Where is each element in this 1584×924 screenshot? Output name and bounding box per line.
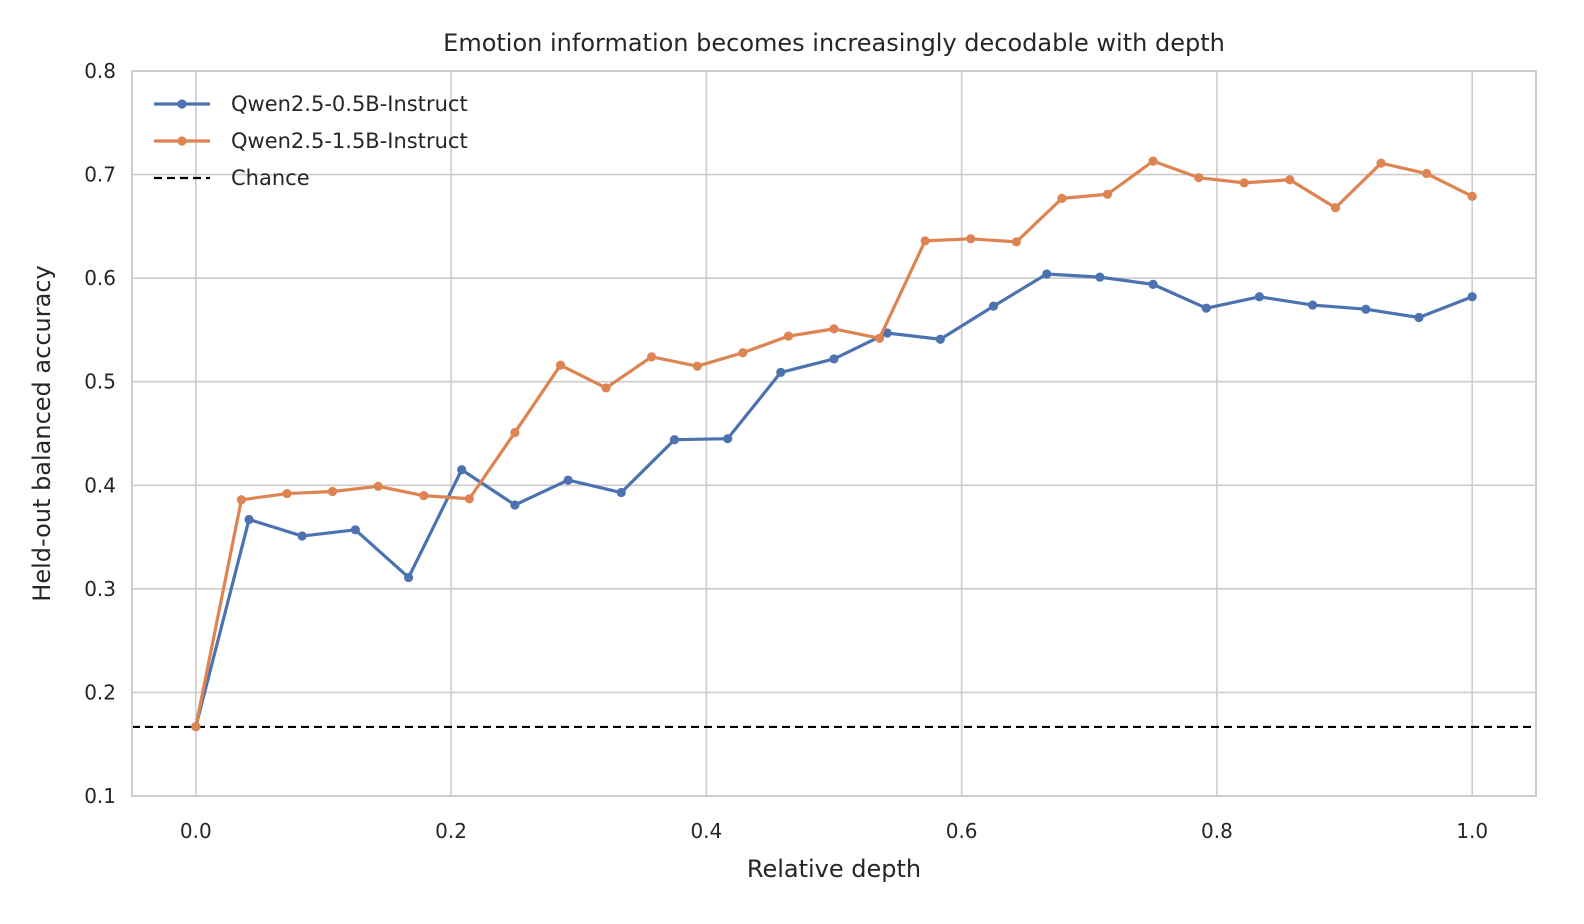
y-tick-label: 0.4	[84, 473, 116, 497]
data-point	[1422, 168, 1432, 179]
data-point	[1361, 304, 1371, 314]
data-point	[988, 301, 999, 311]
data-point	[403, 572, 414, 583]
data-point	[563, 475, 573, 485]
data-point	[1308, 300, 1318, 310]
data-point	[783, 331, 794, 341]
data-point	[723, 434, 733, 444]
data-point	[616, 487, 626, 498]
data-point	[1201, 303, 1211, 313]
data-point	[373, 481, 383, 491]
data-point	[669, 435, 680, 445]
data-point	[829, 354, 839, 364]
data-point	[1194, 173, 1204, 183]
data-point	[935, 334, 945, 344]
data-point	[191, 722, 201, 732]
data-point	[555, 360, 566, 370]
data-point	[1467, 191, 1477, 201]
y-tick-label: 0.1	[84, 784, 116, 808]
data-point	[282, 488, 292, 499]
x-tick-label: 0.6	[946, 819, 978, 843]
y-tick-label: 0.6	[84, 266, 116, 290]
data-point	[457, 465, 467, 475]
legend-item: Qwen2.5-1.5B-Instruct	[154, 129, 468, 153]
legend-item: Qwen2.5-0.5B-Instruct	[154, 92, 468, 116]
data-point	[1057, 193, 1067, 203]
x-tick-label: 0.0	[180, 819, 212, 843]
data-point	[510, 427, 520, 438]
data-point	[1376, 158, 1386, 168]
x-tick-label: 0.2	[435, 819, 467, 843]
legend: Qwen2.5-0.5B-Instruct Qwen2.5-1.5B-Instru…	[154, 92, 468, 190]
data-point	[1102, 189, 1113, 199]
data-point	[1148, 279, 1158, 289]
data-point	[601, 383, 611, 393]
series-lines	[191, 156, 1477, 732]
data-point	[327, 486, 338, 497]
data-point	[966, 234, 976, 244]
y-tick-label: 0.7	[84, 163, 116, 187]
data-point	[1148, 156, 1158, 166]
data-point	[692, 361, 702, 371]
data-point	[882, 328, 892, 338]
x-tick-label: 0.8	[1201, 819, 1233, 843]
data-point	[1330, 203, 1341, 213]
y-tick-label: 0.3	[84, 577, 116, 601]
data-point	[350, 525, 360, 535]
data-point	[920, 236, 930, 246]
data-point	[244, 514, 254, 525]
data-point	[464, 494, 474, 504]
data-point	[776, 367, 786, 377]
data-point	[1254, 292, 1265, 302]
data-point	[1239, 178, 1249, 188]
legend-label: Qwen2.5-1.5B-Instruct	[231, 129, 468, 153]
data-point	[1095, 272, 1105, 282]
data-point	[510, 500, 520, 510]
data-point	[1011, 237, 1021, 247]
data-point	[829, 324, 839, 334]
x-tick-label: 0.4	[690, 819, 722, 843]
data-point	[419, 491, 429, 501]
y-tick-label: 0.2	[84, 680, 116, 704]
data-point	[1285, 175, 1295, 185]
x-axis-ticks: 0.0 0.2 0.4 0.6 0.8 1.0	[180, 819, 1488, 843]
series-1	[191, 269, 1477, 732]
y-tick-label: 0.5	[84, 370, 116, 394]
data-point	[874, 333, 885, 343]
data-point	[738, 348, 748, 358]
plot-frame	[131, 70, 1537, 797]
legend-marker	[177, 99, 187, 109]
data-point	[1042, 269, 1052, 279]
legend-item: Chance	[154, 166, 310, 190]
data-point	[297, 531, 307, 541]
series-2	[191, 156, 1477, 732]
legend-label: Chance	[231, 166, 310, 190]
legend-label: Qwen2.5-0.5B-Instruct	[231, 92, 468, 116]
x-tick-label: 1.0	[1456, 819, 1488, 843]
legend-marker	[177, 136, 187, 146]
y-axis-ticks: 0.1 0.2 0.3 0.4 0.5 0.6 0.7 0.8	[84, 59, 116, 808]
data-point	[236, 495, 246, 505]
data-point	[1467, 292, 1477, 302]
y-tick-label: 0.8	[84, 59, 116, 83]
x-axis-label: Relative depth	[747, 855, 921, 883]
data-point	[1414, 312, 1424, 323]
data-point	[647, 352, 657, 362]
y-axis-label: Held-out balanced accuracy	[28, 265, 56, 601]
chart-title: Emotion information becomes increasingly…	[443, 29, 1225, 57]
